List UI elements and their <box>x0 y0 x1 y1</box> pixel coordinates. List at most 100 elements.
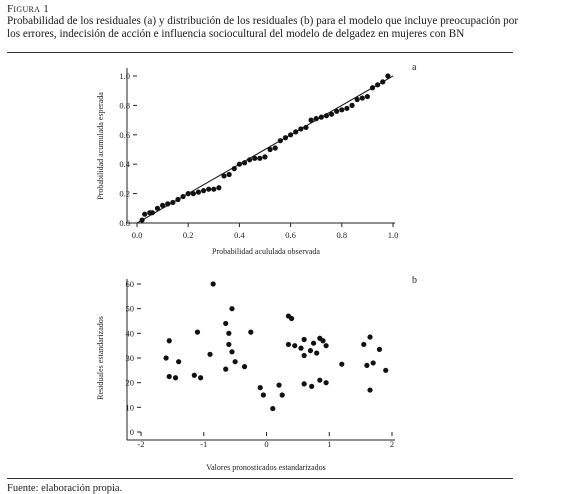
panel-b-point <box>233 359 238 364</box>
panel-b-point <box>324 380 329 385</box>
panel-a-point <box>216 185 221 190</box>
panel-b-point <box>320 338 325 343</box>
panel-a-point <box>370 85 375 90</box>
panel-b-point <box>311 341 316 346</box>
panel-b-point <box>229 306 234 311</box>
panel-b-point <box>270 406 275 411</box>
panel-a-point <box>155 206 160 211</box>
panel-b-y-tick-label: 0 <box>130 427 134 437</box>
panel-a-point <box>324 113 329 118</box>
panel-a-point <box>247 157 252 162</box>
panel-a-point <box>308 118 313 123</box>
panel-a-point <box>344 106 349 111</box>
panel-a-y-tick-label: 0.2 <box>119 189 130 199</box>
panel-b-point <box>176 359 181 364</box>
panel-a-point <box>339 107 344 112</box>
bottom-rule <box>7 478 513 479</box>
panel-b-x-tick-label: -2 <box>137 439 144 449</box>
panel-b-point <box>167 374 172 379</box>
panel-b-y-tick-label: 10 <box>126 402 135 412</box>
panel-b-point <box>302 337 307 342</box>
panel-a-point <box>288 132 293 137</box>
panel-a-point <box>257 156 262 161</box>
panel-a-point <box>142 212 147 217</box>
panel-b-point <box>192 373 197 378</box>
panel-b-point <box>173 375 178 380</box>
panel-a-x-tick-label: 0.2 <box>183 230 194 240</box>
panel-a-x-tick-label: 1.0 <box>388 230 399 240</box>
panel-b-point <box>261 392 266 397</box>
panel-a-x-tick-label: 0.0 <box>132 230 143 240</box>
panel-b-point <box>258 385 263 390</box>
panel-b-point <box>377 347 382 352</box>
panel-b-point <box>242 364 247 369</box>
panel-b-point <box>324 343 329 348</box>
panel-a-point <box>165 201 170 206</box>
panel-a-point <box>298 126 303 131</box>
panel-b-point <box>211 281 216 286</box>
panel-b-point <box>167 338 172 343</box>
panel-a-y-tick-label: 1.0 <box>119 71 130 81</box>
panel-a-point <box>211 187 216 192</box>
panel-b-point <box>364 363 369 368</box>
panel-a-point <box>349 103 354 108</box>
panel-a-x-tick-label: 0.4 <box>234 230 245 240</box>
panel-b-point <box>367 334 372 339</box>
panel-a-point <box>221 173 226 178</box>
panel-b-point <box>371 360 376 365</box>
panel-a-point <box>140 217 145 222</box>
panel-a-chart: 0.0 0.2 0.4 0.6 0.8 1.0 0.00.20.40.60.81.0 a … <box>96 62 417 256</box>
panel-a-y-axis-label: Probabilidad acumulada esperada <box>96 92 105 200</box>
panel-b-point <box>289 316 294 321</box>
panel-a-x-tick-label: 0.8 <box>336 230 347 240</box>
panel-b-point <box>229 349 234 354</box>
panel-b-point <box>339 362 344 367</box>
panel-a-y-tick-label: 0.0 <box>119 218 130 228</box>
panel-b-x-axis-label: Valores pronosticados estandarizados <box>206 463 326 472</box>
panel-a-y-tick-label: 0.4 <box>119 159 130 169</box>
panel-b-point <box>198 375 203 380</box>
panel-a-point <box>380 79 385 84</box>
panel-b-x-tick-label: 0 <box>264 439 268 449</box>
panel-b-point <box>317 378 322 383</box>
panel-b-point <box>286 342 291 347</box>
panel-a-point <box>175 197 180 202</box>
panel-b-x-tick-label: 1 <box>327 439 331 449</box>
panel-b-point <box>164 355 169 360</box>
panel-b-point <box>309 384 314 389</box>
panel-b-y-tick-label: 20 <box>126 378 135 388</box>
panel-a-point <box>206 187 211 192</box>
panel-b-point <box>280 392 285 397</box>
panel-a-point <box>283 135 288 140</box>
panel-a-point <box>329 112 334 117</box>
panel-a-point <box>170 200 175 205</box>
panel-b-label: b <box>412 275 417 286</box>
panel-a-point <box>186 191 191 196</box>
panel-b-point <box>292 343 297 348</box>
panel-a-x-tick-label: 0.6 <box>285 230 296 240</box>
panel-a-point <box>293 129 298 134</box>
panel-a-point <box>232 166 237 171</box>
panel-a-point <box>278 138 283 143</box>
panel-a-y-tick-label: 0.6 <box>119 130 130 140</box>
panel-b-y-axis-label: Residuales estandarizados <box>96 316 105 400</box>
panel-b-point <box>195 330 200 335</box>
panel-a-point <box>319 115 324 120</box>
panel-b-point <box>314 350 319 355</box>
panel-a-point <box>196 190 201 195</box>
panel-b-y-tick-label: 60 <box>126 279 135 289</box>
panel-a-x-axis-label: Probabilidad acululada observada <box>212 247 320 256</box>
panel-a-point <box>160 203 165 208</box>
panel-a-point <box>360 95 365 100</box>
panel-b-point <box>248 330 253 335</box>
panel-a-reference-line <box>137 76 393 223</box>
panel-b-point <box>226 331 231 336</box>
panel-b-point <box>302 353 307 358</box>
panel-a-point <box>273 145 278 150</box>
panel-a-point <box>252 156 257 161</box>
panel-a-label: a <box>412 62 417 73</box>
panel-b-point <box>308 348 313 353</box>
panel-b-y-tick-label: 30 <box>126 353 135 363</box>
panel-a-point <box>150 210 155 215</box>
panel-b-y-tick-label: 40 <box>126 328 135 338</box>
